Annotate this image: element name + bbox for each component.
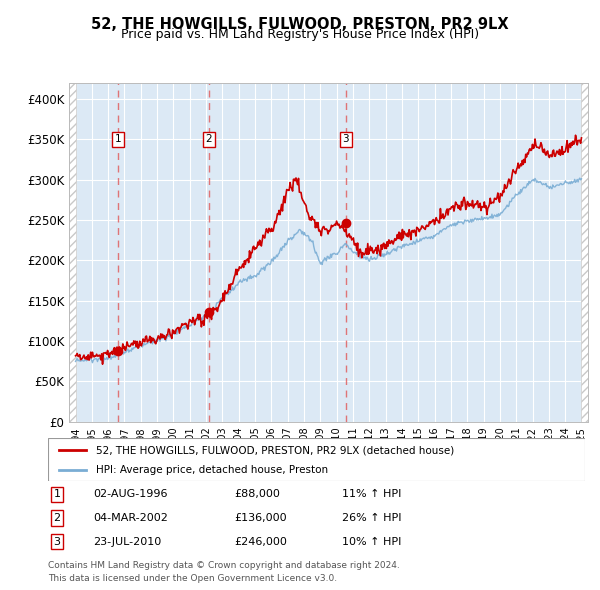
Text: 10% ↑ HPI: 10% ↑ HPI bbox=[342, 537, 401, 546]
Polygon shape bbox=[69, 83, 76, 422]
Text: 23-JUL-2010: 23-JUL-2010 bbox=[93, 537, 161, 546]
Polygon shape bbox=[581, 83, 588, 422]
Text: This data is licensed under the Open Government Licence v3.0.: This data is licensed under the Open Gov… bbox=[48, 573, 337, 583]
Text: £88,000: £88,000 bbox=[234, 490, 280, 499]
Text: £246,000: £246,000 bbox=[234, 537, 287, 546]
Text: Contains HM Land Registry data © Crown copyright and database right 2024.: Contains HM Land Registry data © Crown c… bbox=[48, 560, 400, 570]
Text: 52, THE HOWGILLS, FULWOOD, PRESTON, PR2 9LX (detached house): 52, THE HOWGILLS, FULWOOD, PRESTON, PR2 … bbox=[97, 445, 455, 455]
FancyBboxPatch shape bbox=[48, 438, 585, 481]
Text: 3: 3 bbox=[343, 134, 349, 144]
Text: 04-MAR-2002: 04-MAR-2002 bbox=[93, 513, 168, 523]
Text: 11% ↑ HPI: 11% ↑ HPI bbox=[342, 490, 401, 499]
Text: £136,000: £136,000 bbox=[234, 513, 287, 523]
Text: 3: 3 bbox=[53, 537, 61, 546]
Text: HPI: Average price, detached house, Preston: HPI: Average price, detached house, Pres… bbox=[97, 466, 328, 475]
Text: 1: 1 bbox=[115, 134, 121, 144]
Text: Price paid vs. HM Land Registry's House Price Index (HPI): Price paid vs. HM Land Registry's House … bbox=[121, 28, 479, 41]
Text: 2: 2 bbox=[206, 134, 212, 144]
Text: 2: 2 bbox=[53, 513, 61, 523]
Text: 02-AUG-1996: 02-AUG-1996 bbox=[93, 490, 167, 499]
Text: 26% ↑ HPI: 26% ↑ HPI bbox=[342, 513, 401, 523]
Text: 52, THE HOWGILLS, FULWOOD, PRESTON, PR2 9LX: 52, THE HOWGILLS, FULWOOD, PRESTON, PR2 … bbox=[91, 17, 509, 31]
Text: 1: 1 bbox=[53, 490, 61, 499]
